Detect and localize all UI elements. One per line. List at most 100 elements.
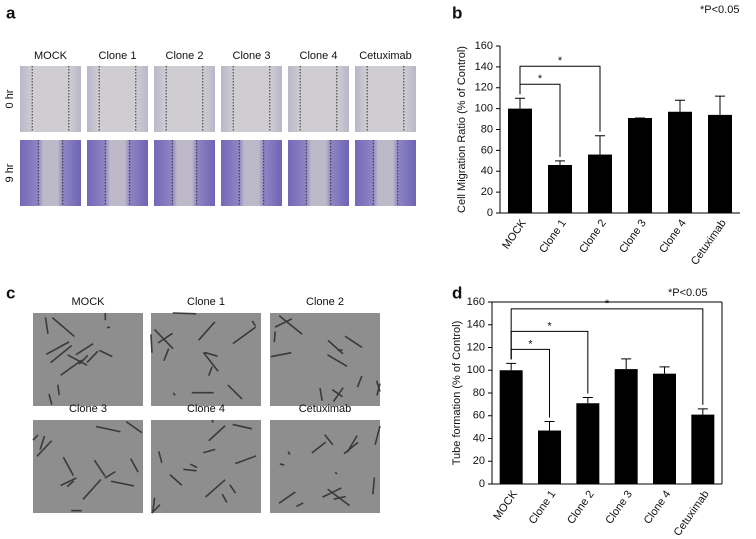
tube <box>56 384 61 396</box>
column-label: Clone 2 <box>166 50 204 62</box>
image-label: Clone 4 <box>187 403 225 415</box>
tube-image <box>270 313 380 406</box>
y-tick-label: 40 <box>481 165 493 177</box>
annotation: *P<0.05 <box>668 287 707 299</box>
tube <box>172 312 197 315</box>
tube <box>67 354 88 366</box>
bar <box>614 369 638 484</box>
x-tick-label: Clone 1 <box>537 218 569 256</box>
tube <box>374 425 381 445</box>
tube <box>86 350 99 364</box>
tube <box>296 502 304 508</box>
tube <box>198 321 216 341</box>
bar <box>499 370 523 484</box>
x-tick-label: Clone 4 <box>642 489 674 527</box>
significance-bracket <box>519 65 601 132</box>
tube <box>45 341 70 356</box>
scratch-image <box>288 140 349 206</box>
tube <box>204 351 218 357</box>
bar <box>538 430 561 484</box>
tube <box>273 331 276 343</box>
x-tick-label: Clone 2 <box>565 489 597 527</box>
y-axis-label: Cell Migration Ratio (% of Control) <box>456 46 468 213</box>
tube <box>98 349 113 358</box>
error-bar <box>555 160 565 165</box>
bar <box>708 114 732 213</box>
tube <box>227 384 243 400</box>
tube <box>229 484 237 494</box>
tube <box>163 348 170 362</box>
error-bar <box>582 397 593 404</box>
y-tick-label: 80 <box>473 387 485 399</box>
tube <box>343 441 359 455</box>
bar <box>691 414 715 484</box>
significance-bracket <box>510 308 704 405</box>
bar <box>588 154 612 213</box>
tube <box>202 351 219 372</box>
panel-label: b <box>452 3 462 22</box>
row-label: 0 hr <box>4 89 16 108</box>
tube <box>110 480 134 487</box>
tube <box>232 423 253 430</box>
image-label: Clone 3 <box>69 403 107 415</box>
tube <box>207 366 213 376</box>
tube <box>60 477 77 487</box>
x-tick-label: Clone 1 <box>527 489 559 527</box>
y-tick-label: 140 <box>467 319 485 331</box>
scratch-image <box>154 66 215 132</box>
tube <box>327 354 348 367</box>
significance-label: * <box>538 73 543 85</box>
error-bar <box>595 135 605 155</box>
tube <box>51 317 75 338</box>
tube <box>39 435 46 450</box>
significance-label: * <box>547 320 552 332</box>
tube <box>331 388 344 398</box>
tube <box>287 451 291 456</box>
tube <box>36 440 53 457</box>
column-label: Cetuximab <box>359 50 412 62</box>
error-bar <box>697 408 708 415</box>
tube <box>235 455 257 465</box>
scratch-image <box>20 140 81 206</box>
error-bar <box>515 97 525 109</box>
error-bar <box>506 362 517 371</box>
tube <box>375 380 381 392</box>
tube <box>346 435 358 453</box>
tube <box>66 480 75 488</box>
tube <box>172 392 176 396</box>
tube <box>327 339 344 355</box>
significance-label: * <box>605 298 610 310</box>
error-bar <box>675 99 685 112</box>
error-bar <box>715 95 725 115</box>
row-label: 9 hr <box>4 163 16 182</box>
panel-label: c <box>6 283 15 302</box>
image-label: MOCK <box>72 296 106 308</box>
tube <box>75 343 94 356</box>
y-tick-label: 100 <box>475 103 493 115</box>
x-tick-label: MOCK <box>491 488 520 522</box>
bar <box>508 108 532 213</box>
tube <box>169 474 183 486</box>
tube <box>125 421 143 434</box>
tube <box>333 495 346 500</box>
y-tick-label: 0 <box>487 207 493 219</box>
tube <box>372 477 376 495</box>
tube <box>95 425 121 433</box>
tube <box>324 434 334 446</box>
error-bar <box>659 366 670 374</box>
y-tick-label: 40 <box>473 432 485 444</box>
tube <box>311 441 327 454</box>
y-tick-label: 0 <box>479 478 485 490</box>
x-tick-label: Clone 2 <box>577 218 609 256</box>
error-bar <box>621 358 632 370</box>
tube <box>356 375 363 388</box>
tube <box>82 478 102 500</box>
x-tick-label: Clone 3 <box>617 218 649 256</box>
column-label: Clone 1 <box>99 50 137 62</box>
tube <box>32 434 39 441</box>
tube <box>60 359 83 376</box>
scratch-image <box>154 140 215 206</box>
tube <box>106 326 111 329</box>
scratch-image <box>87 140 148 206</box>
